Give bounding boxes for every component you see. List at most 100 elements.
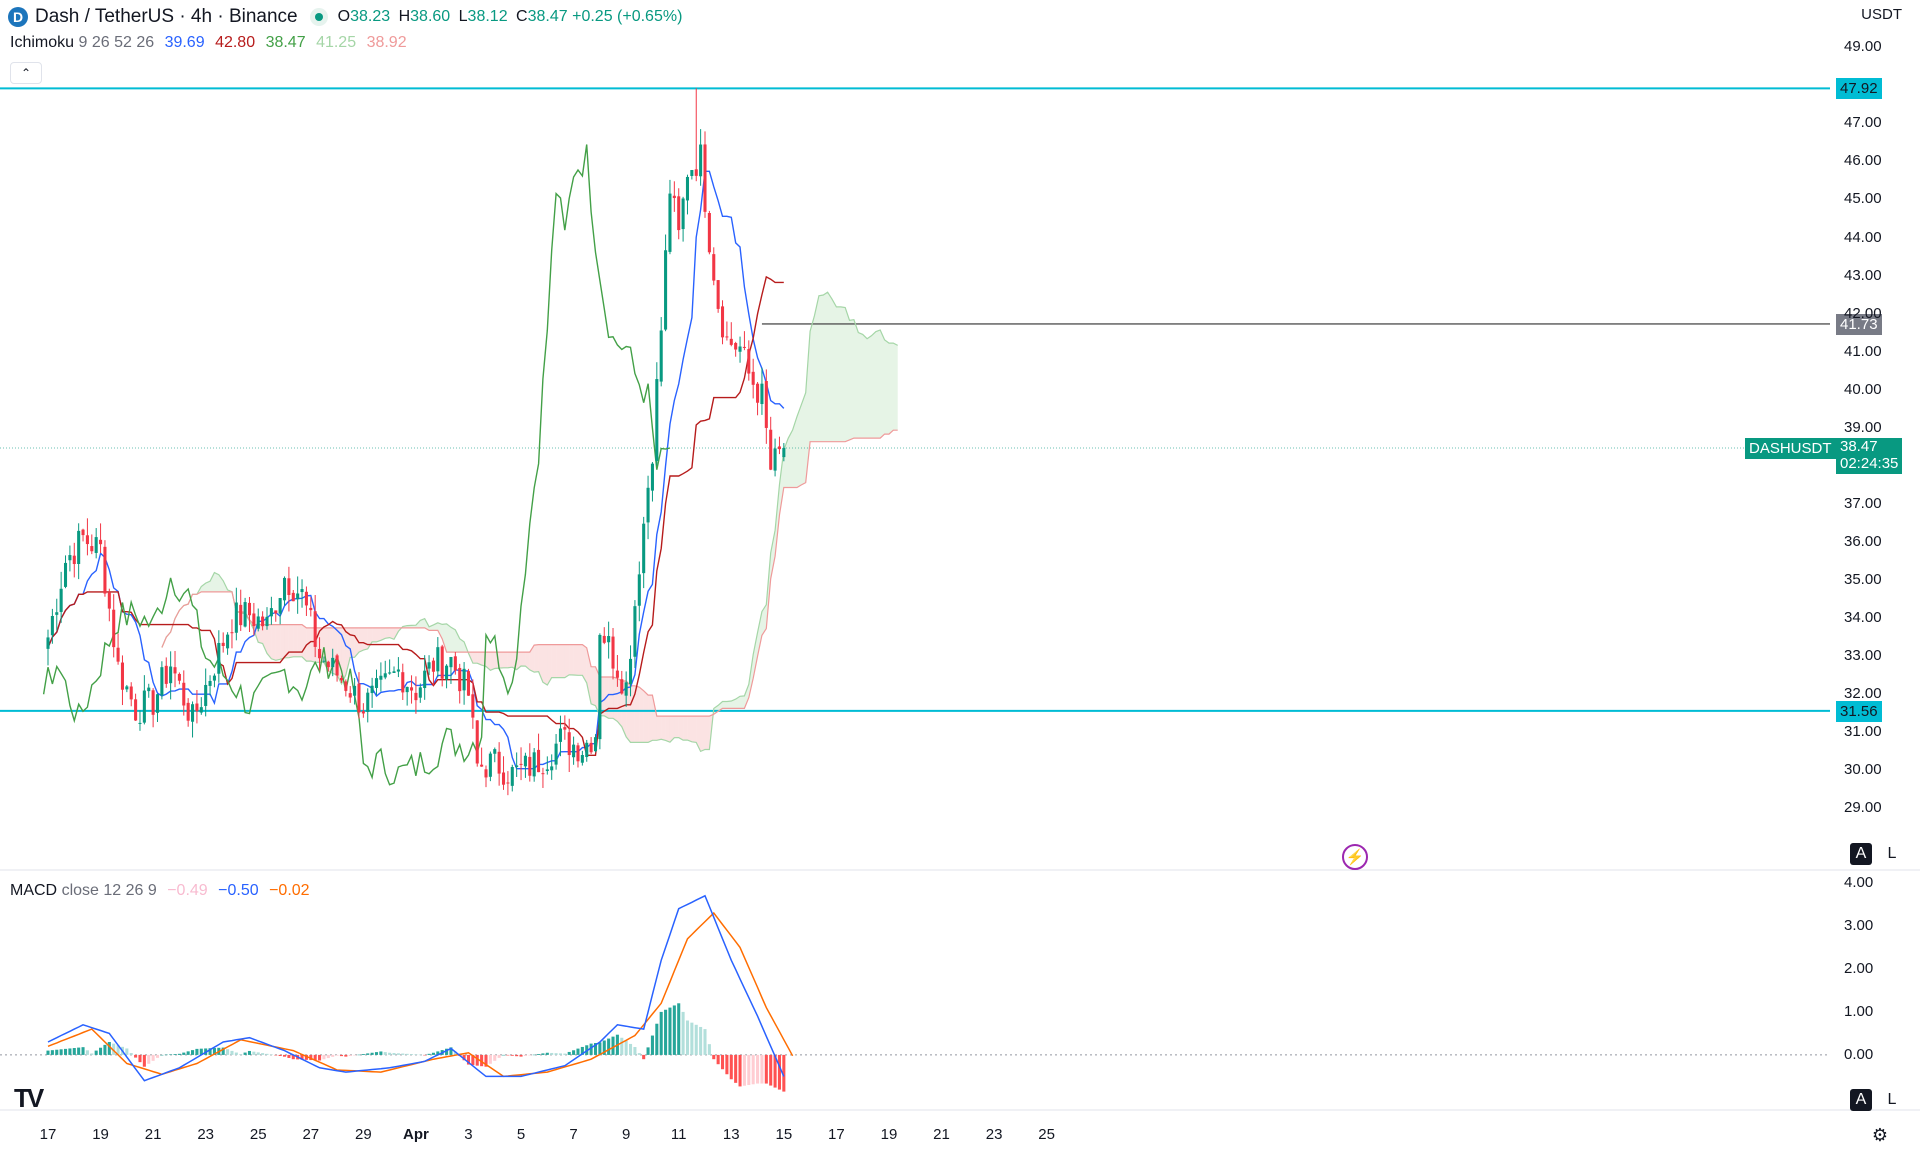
macd-histogram-bar <box>309 1054 313 1061</box>
lightning-icon[interactable]: ⚡ <box>1342 844 1368 870</box>
macd-histogram-bar <box>226 1049 230 1055</box>
macd-log-scale-toggle[interactable]: L <box>1887 1091 1897 1108</box>
candle-body <box>169 666 173 684</box>
candle-body <box>134 699 138 721</box>
macd-histogram-bar <box>77 1047 81 1055</box>
macd-histogram-bar <box>624 1040 628 1055</box>
cloud-bear-segment <box>306 627 311 662</box>
candle-body <box>287 578 291 596</box>
log-scale-toggle[interactable]: L <box>1887 845 1897 862</box>
cloud-bull-segment <box>853 319 859 439</box>
macd-histogram-bar <box>734 1054 738 1083</box>
macd-histogram-bar <box>353 1054 357 1056</box>
candle-body <box>151 690 155 715</box>
macd-histogram-bar <box>405 1053 409 1055</box>
cloud-bull-segment <box>814 295 819 442</box>
candle-body <box>125 686 129 690</box>
candle-body <box>414 692 418 701</box>
macd-histogram-bar <box>81 1047 85 1055</box>
candle-body <box>388 672 392 674</box>
macd-histogram-bar <box>493 1054 497 1061</box>
candle-body <box>563 727 567 730</box>
currency-selector[interactable]: USDT <box>1855 4 1908 25</box>
price-tick-label: 29.00 <box>1844 799 1882 817</box>
macd-histogram-bar <box>707 1044 711 1055</box>
chikou-value: 38.47 <box>265 34 306 51</box>
macd-histogram-bar <box>567 1051 571 1055</box>
candle-body <box>585 742 589 758</box>
macd-histogram-bar <box>510 1054 514 1056</box>
candle-body <box>99 539 103 545</box>
symbol-title[interactable]: Dash / TetherUS · 4h · Binance <box>35 6 298 27</box>
cloud-bear-segment <box>542 644 548 686</box>
horizontal-levels-layer <box>0 87 1830 712</box>
macd-histogram-bar <box>576 1048 580 1055</box>
price-tick-label: 33.00 <box>1844 647 1882 665</box>
cloud-bull-segment <box>744 684 749 709</box>
candle-body <box>572 744 576 758</box>
candle-body <box>681 198 685 230</box>
macd-auto-scale-toggle[interactable]: A <box>1850 1089 1872 1111</box>
macd-histogram-bar <box>335 1054 339 1056</box>
cloud-bear-segment <box>271 624 276 661</box>
macd-signal-value: −0.02 <box>269 882 310 899</box>
cloud-bear-segment <box>656 716 662 741</box>
time-tick-label: 13 <box>722 1126 740 1143</box>
macd-histogram-bar <box>274 1054 278 1056</box>
cloud-bear-segment <box>634 685 640 743</box>
candle-body <box>515 765 519 767</box>
macd-histogram-bar <box>234 1052 238 1055</box>
cloud-bear-segment <box>472 652 478 664</box>
macd-histogram-bar <box>379 1051 383 1055</box>
macd-legend[interactable]: MACD close 12 26 9 −0.49 −0.50 −0.02 <box>10 882 316 900</box>
time-tick-label: 25 <box>1038 1126 1055 1143</box>
macd-histogram-bar <box>563 1053 567 1055</box>
macd-histogram-bar <box>173 1054 177 1055</box>
macd-histogram-bar <box>177 1053 181 1055</box>
candle-body <box>63 562 68 587</box>
macd-histogram-bar <box>357 1054 361 1056</box>
macd-histogram-bar <box>331 1054 335 1057</box>
candle-body <box>59 588 63 612</box>
collapse-legend-button[interactable]: ⌃ <box>10 62 42 84</box>
candle-countdown: 02:24:35 <box>1840 454 1899 472</box>
candle-body <box>668 193 672 252</box>
candle-body <box>493 749 497 754</box>
candle-body <box>296 593 300 600</box>
auto-scale-toggle[interactable]: A <box>1850 843 1872 865</box>
macd-histogram-bar <box>256 1052 260 1055</box>
cloud-bull-segment <box>801 392 806 485</box>
macd-histogram-bar <box>243 1052 247 1055</box>
time-tick-label: 15 <box>775 1126 793 1143</box>
price-tick-label: 30.00 <box>1844 761 1882 779</box>
macd-histogram-bar <box>103 1044 107 1055</box>
cloud-bear-segment <box>516 652 522 670</box>
macd-layer <box>0 894 1830 1092</box>
candles-layer <box>46 88 786 796</box>
candle-body <box>725 336 729 338</box>
macd-histogram-bar <box>506 1054 510 1056</box>
ichimoku-legend[interactable]: Ichimoku 9 26 52 26 39.69 42.80 38.47 41… <box>10 34 413 52</box>
gear-icon[interactable]: ⚙ <box>1871 1124 1889 1145</box>
macd-histogram-bar <box>383 1052 387 1055</box>
macd-histogram-bar <box>602 1040 606 1055</box>
macd-histogram-bar <box>668 1007 672 1055</box>
candle-body <box>694 169 698 176</box>
cloud-bear-segment <box>363 627 368 651</box>
current-price: 38.47 <box>1840 437 1878 455</box>
candle-body <box>282 577 287 601</box>
macd-histogram-bar <box>633 1047 637 1055</box>
senkou-span-b-line <box>161 429 898 717</box>
macd-histogram-bar <box>742 1054 746 1086</box>
macd-histogram-bar <box>195 1048 199 1055</box>
candle-body <box>335 655 339 676</box>
macd-histogram-bar <box>436 1051 440 1055</box>
time-tick-label: 21 <box>933 1126 950 1143</box>
candle-body <box>239 604 243 626</box>
cloud-bear-segment <box>503 652 508 668</box>
candle-body <box>177 673 181 681</box>
tradingview-logo[interactable]: TV <box>14 1083 44 1113</box>
macd-histogram-bar <box>221 1047 225 1055</box>
macd-histogram-bar <box>777 1054 781 1090</box>
